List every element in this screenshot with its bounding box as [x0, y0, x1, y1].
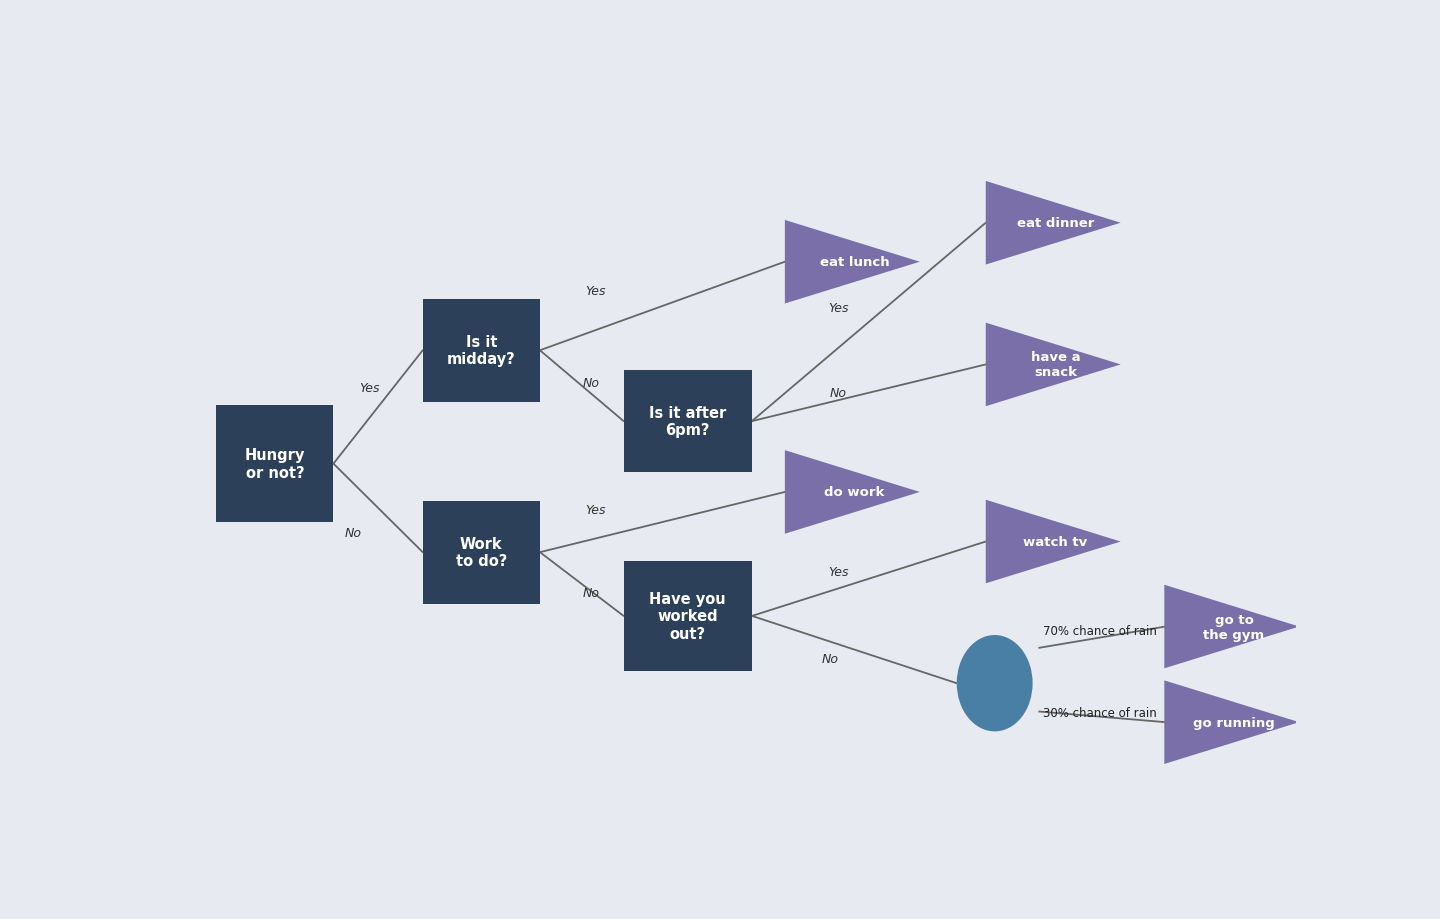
FancyBboxPatch shape [423, 300, 540, 403]
Ellipse shape [956, 635, 1032, 732]
Text: 70% chance of rain: 70% chance of rain [1043, 625, 1156, 638]
Polygon shape [1165, 681, 1299, 764]
Text: go running: go running [1194, 716, 1274, 729]
Text: Work
to do?: Work to do? [455, 537, 507, 569]
FancyBboxPatch shape [624, 370, 752, 473]
Text: eat dinner: eat dinner [1017, 217, 1094, 230]
Polygon shape [785, 221, 920, 304]
Text: have a
snack: have a snack [1031, 351, 1080, 379]
Text: watch tv: watch tv [1024, 536, 1087, 549]
Polygon shape [986, 500, 1120, 584]
Text: No: No [829, 387, 847, 400]
Polygon shape [986, 182, 1120, 266]
Polygon shape [785, 450, 920, 534]
FancyBboxPatch shape [423, 501, 540, 604]
Text: eat lunch: eat lunch [819, 255, 890, 269]
Text: No: No [582, 586, 599, 599]
Text: Have you
worked
out?: Have you worked out? [649, 591, 726, 641]
Text: Is it after
6pm?: Is it after 6pm? [649, 405, 726, 437]
Text: No: No [582, 376, 599, 390]
Text: Yes: Yes [585, 284, 605, 297]
Text: Hungry
or not?: Hungry or not? [245, 448, 305, 481]
Text: No: No [822, 652, 840, 665]
Polygon shape [1165, 585, 1299, 669]
Polygon shape [986, 323, 1120, 407]
FancyBboxPatch shape [624, 562, 752, 671]
Text: Yes: Yes [585, 504, 605, 516]
Text: 30% chance of rain: 30% chance of rain [1043, 706, 1156, 719]
Text: Is it
midday?: Is it midday? [446, 335, 516, 367]
Text: do work: do work [824, 486, 884, 499]
Text: go to
the gym: go to the gym [1204, 613, 1264, 641]
Text: No: No [344, 527, 361, 539]
Text: Yes: Yes [360, 381, 380, 394]
Text: Yes: Yes [828, 565, 848, 578]
FancyBboxPatch shape [216, 405, 334, 523]
Text: Yes: Yes [828, 302, 848, 315]
